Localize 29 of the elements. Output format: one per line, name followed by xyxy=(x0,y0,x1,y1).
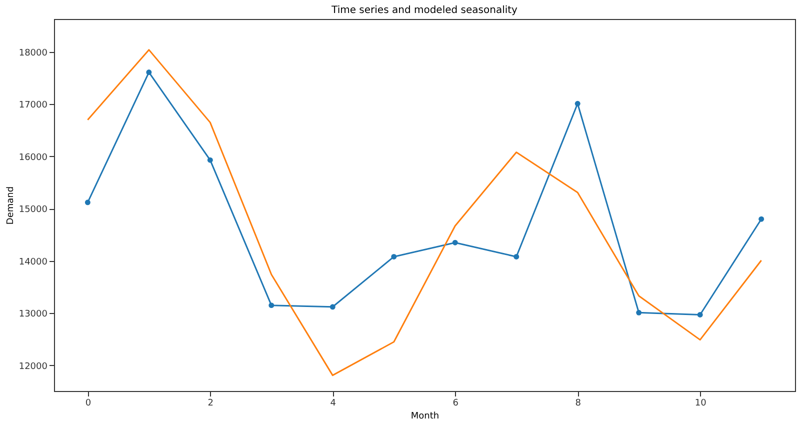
x-tick-label: 6 xyxy=(452,398,459,408)
point xyxy=(207,157,213,163)
point xyxy=(514,254,520,260)
y-tick-label: 18000 xyxy=(18,48,48,58)
point xyxy=(146,70,152,76)
y-tick-label: 14000 xyxy=(18,257,48,268)
point xyxy=(758,216,764,222)
point xyxy=(391,254,397,260)
x-tick-label: 4 xyxy=(330,398,336,408)
point xyxy=(330,304,336,310)
line-series xyxy=(86,49,762,376)
x-tick-label: 2 xyxy=(208,398,214,408)
x-tick-label: 8 xyxy=(575,398,582,408)
point xyxy=(84,200,90,206)
y-tick-label: 17000 xyxy=(18,100,48,111)
y-tick-label: 12000 xyxy=(18,362,48,372)
point xyxy=(268,302,274,308)
point xyxy=(574,100,580,106)
point xyxy=(636,310,642,316)
point xyxy=(697,312,703,318)
y-tick-label: 15000 xyxy=(18,205,48,216)
x-tick-label: 10 xyxy=(694,398,707,408)
x-axis-title: Month xyxy=(410,412,440,422)
point xyxy=(452,240,458,246)
y-tick-label: 13000 xyxy=(18,310,48,320)
chart-title: Time series and modeled seasonality xyxy=(330,5,518,16)
x-tick-label: 0 xyxy=(85,398,92,408)
y-tick-label: 16000 xyxy=(18,152,48,163)
y-axis-title: Demand xyxy=(6,186,16,225)
